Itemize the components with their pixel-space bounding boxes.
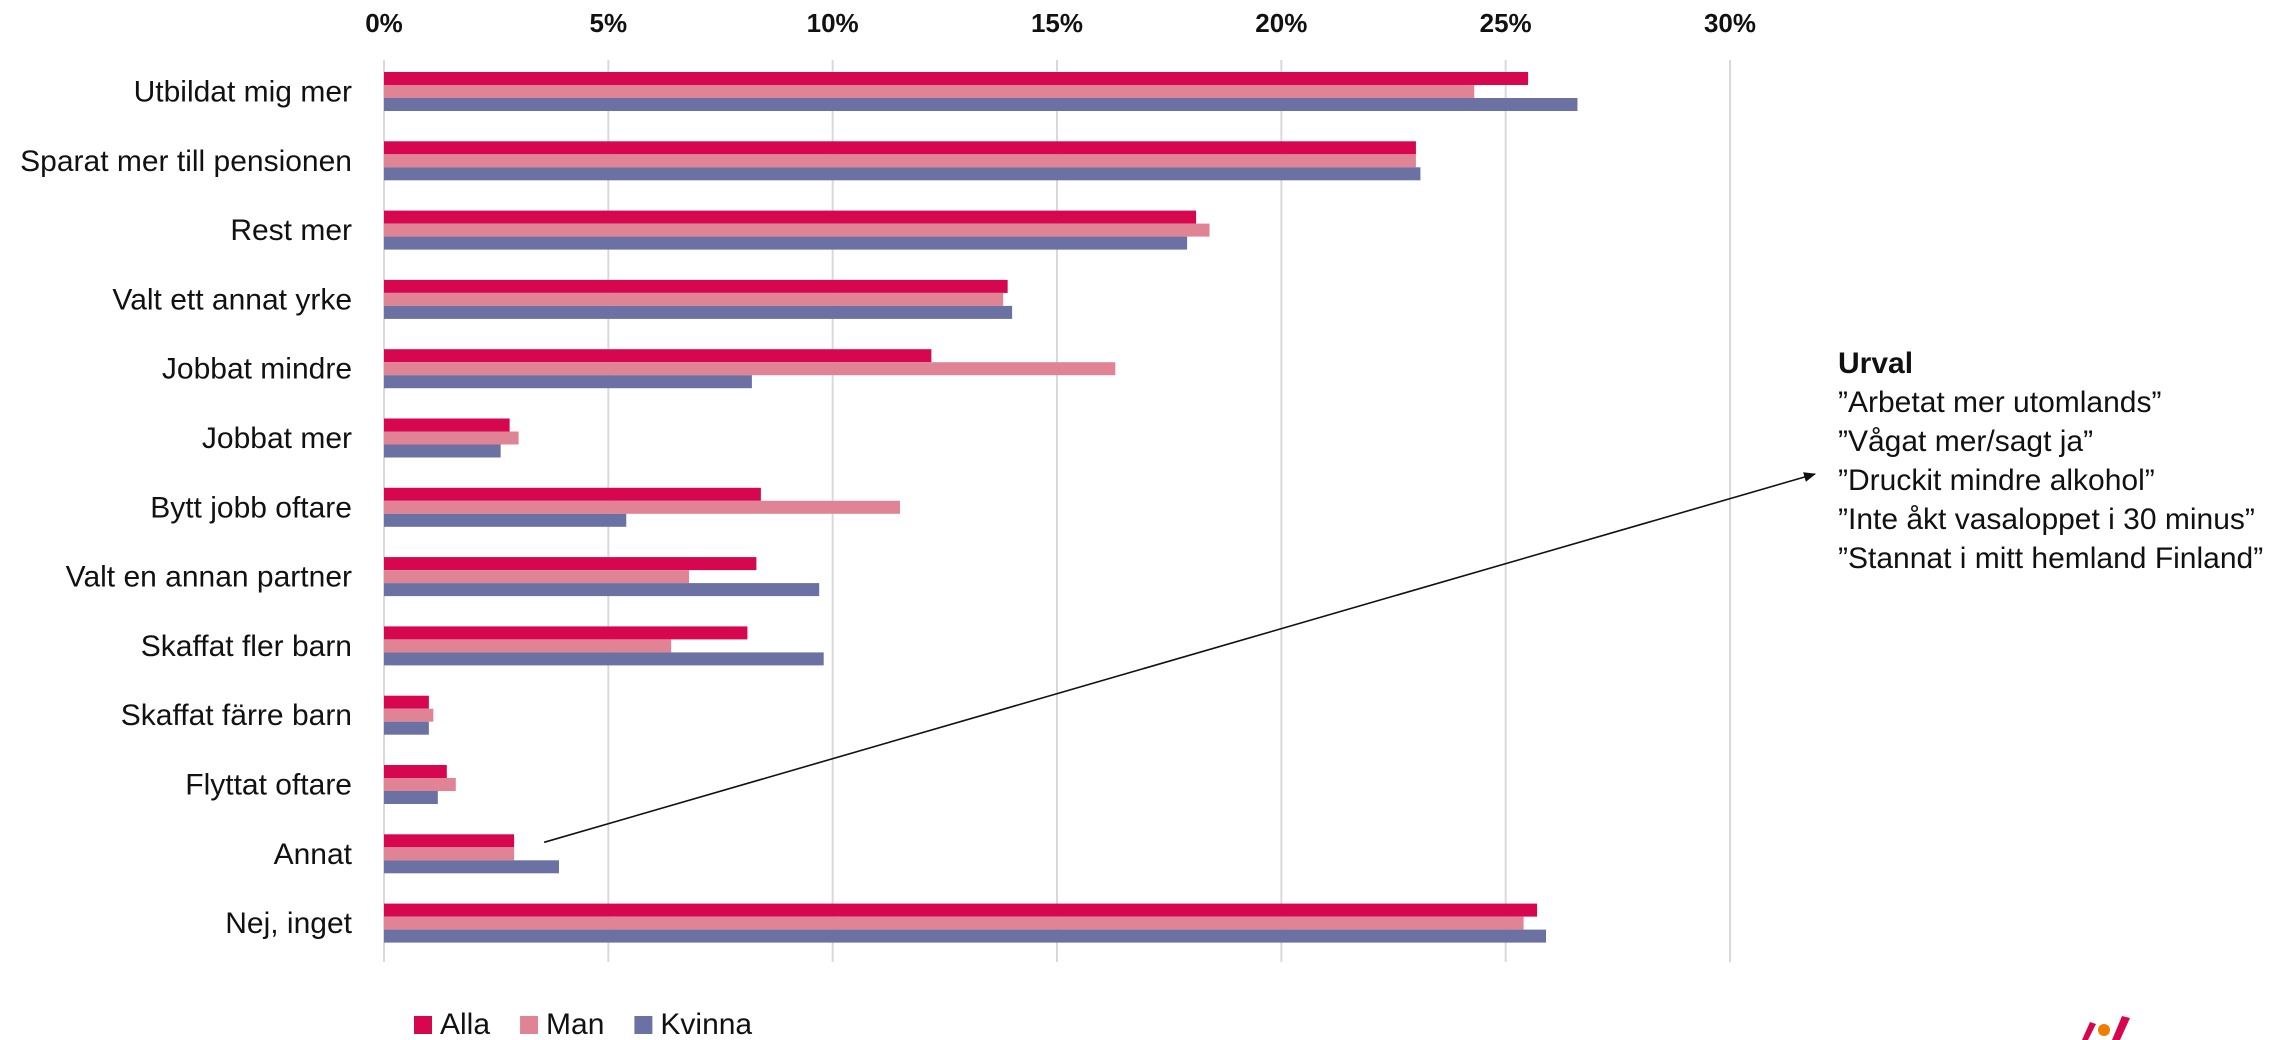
annotation-line: ”Arbetat mer utomlands”: [1838, 386, 2162, 419]
bar-man: [384, 500, 900, 514]
bar-kvinna: [384, 236, 1188, 250]
x-tick-label: 30%: [1704, 8, 1756, 38]
bar-alla: [384, 487, 761, 501]
bar-kvinna: [384, 652, 824, 666]
annotation-line: ”Druckit mindre alkohol”: [1838, 464, 2155, 497]
bar-man: [384, 778, 456, 791]
annotation-title: Urval: [1838, 347, 1914, 380]
annotation-arrow: [543, 472, 1816, 844]
category-label: Sparat mer till pensionen: [20, 145, 352, 178]
legend-swatch: [634, 1016, 653, 1034]
bar-man: [384, 431, 519, 445]
bar-man: [384, 708, 434, 722]
category-label: Flyttat oftare: [185, 769, 352, 802]
legend: Alla Man Kvinna: [414, 1008, 752, 1040]
bar-alla: [384, 418, 510, 432]
bar-alla: [384, 557, 757, 571]
bar-alla: [384, 210, 1197, 224]
legend-label: Kvinna: [660, 1008, 752, 1040]
bar-kvinna: [384, 305, 1013, 319]
bar-kvinna: [384, 167, 1421, 181]
bar-kvinna: [384, 791, 438, 804]
legend-label: Alla: [440, 1008, 490, 1040]
bar-man: [384, 916, 1524, 930]
bar-man: [384, 639, 672, 653]
x-tick-label: 0%: [365, 8, 403, 38]
bar-kvinna: [384, 721, 429, 735]
category-label: Skaffat fler barn: [141, 630, 352, 663]
annotation-line: ”Stannat i mitt hemland Finland”: [1838, 542, 2264, 575]
x-tick-label: 10%: [807, 8, 859, 38]
bar-alla: [384, 834, 515, 848]
bar-alla: [384, 279, 1008, 293]
bar-alla: [384, 72, 1529, 85]
x-axis-ticks: 0% 5% 10% 15% 20% 25% 30%: [365, 8, 1756, 38]
category-label: Annat: [274, 838, 353, 871]
bar-man: [384, 292, 1004, 306]
x-tick-label: 20%: [1255, 8, 1307, 38]
bar-alla: [384, 349, 932, 363]
bar-kvinna: [384, 375, 752, 389]
category-label: Skaffat färre barn: [121, 699, 352, 732]
bars: [384, 72, 1578, 943]
bar-kvinna: [384, 860, 559, 874]
bar-man: [384, 362, 1116, 376]
bar-kvinna: [384, 444, 501, 458]
bar-alla: [384, 695, 429, 709]
bar-alla: [384, 765, 447, 778]
x-tick-label: 15%: [1031, 8, 1083, 38]
legend-swatch: [520, 1016, 539, 1034]
annotation-line: ”Vågat mer/sagt ja”: [1838, 425, 2094, 458]
annotation-line: ”Inte åkt vasaloppet i 30 minus”: [1838, 503, 2255, 536]
bar-alla: [384, 626, 748, 640]
bar-kvinna: [384, 583, 820, 597]
legend-label: Man: [546, 1008, 604, 1040]
category-label: Jobbat mindre: [162, 353, 352, 386]
bar-man: [384, 570, 690, 584]
x-tick-label: 5%: [590, 8, 628, 38]
legend-swatch: [414, 1016, 432, 1034]
bar-kvinna: [384, 513, 627, 527]
bar-kvinna: [384, 929, 1547, 943]
bar-man: [384, 154, 1416, 168]
bar-alla: [384, 141, 1416, 155]
category-label: Nej, inget: [225, 907, 352, 940]
category-label: Valt en annan partner: [66, 561, 352, 594]
brand-logo: [2070, 1012, 2160, 1040]
annotation-box: Urval ”Arbetat mer utomlands” ”Vågat mer…: [1838, 344, 2263, 578]
category-label: Rest mer: [230, 214, 352, 247]
bar-man: [384, 85, 1475, 98]
bar-man: [384, 847, 515, 861]
bar-alla: [384, 903, 1538, 917]
x-tick-label: 25%: [1480, 8, 1532, 38]
category-label: Valt ett annat yrke: [112, 283, 352, 316]
category-labels: Utbildat mig mer Sparat mer till pensione…: [20, 76, 353, 941]
category-label: Utbildat mig mer: [134, 76, 352, 109]
bar-man: [384, 223, 1210, 237]
bar-kvinna: [384, 98, 1578, 111]
category-label: Bytt jobb oftare: [150, 491, 352, 524]
category-label: Jobbat mer: [202, 422, 352, 455]
